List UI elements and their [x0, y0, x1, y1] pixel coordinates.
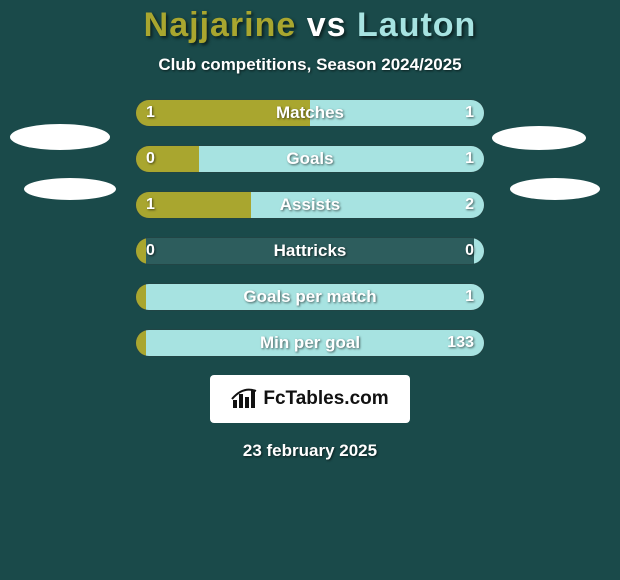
logo-box: FcTables.com	[210, 375, 410, 423]
comparison-bars: 11Matches 01Goals 12Assists 00Hattricks 1Goa…	[135, 99, 485, 357]
avatar-placeholder	[24, 178, 116, 200]
vs-label: vs	[307, 6, 347, 44]
bar-stat-label: Assists	[136, 192, 484, 218]
avatar-placeholder	[510, 178, 600, 200]
comparison-row: 01Goals	[135, 145, 485, 173]
player-b-name: Lauton	[357, 6, 476, 44]
avatar-placeholder	[10, 124, 110, 150]
subtitle: Club competitions, Season 2024/2025	[0, 55, 620, 75]
bar-stat-label: Matches	[136, 100, 484, 126]
comparison-row: 12Assists	[135, 191, 485, 219]
avatar-placeholder	[492, 126, 586, 150]
player-a-name: Najjarine	[144, 6, 297, 44]
page-title: Najjarine vs Lauton	[0, 0, 620, 45]
comparison-row: 00Hattricks	[135, 237, 485, 265]
logo-text: FcTables.com	[263, 388, 388, 410]
comparison-row: 133Min per goal	[135, 329, 485, 357]
bar-stat-label: Min per goal	[136, 330, 484, 356]
bar-stat-label: Hattricks	[136, 238, 484, 264]
bar-stat-label: Goals	[136, 146, 484, 172]
canvas: Najjarine vs Lauton Club competitions, S…	[0, 0, 620, 580]
comparison-row: 1Goals per match	[135, 283, 485, 311]
comparison-row: 11Matches	[135, 99, 485, 127]
barchart-icon	[231, 388, 257, 410]
date-label: 23 february 2025	[0, 441, 620, 461]
bar-stat-label: Goals per match	[136, 284, 484, 310]
